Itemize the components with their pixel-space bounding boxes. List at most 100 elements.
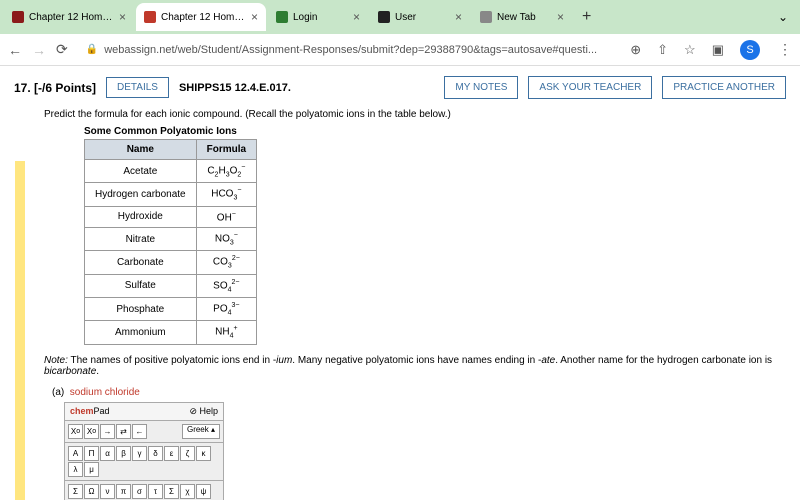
share-icon[interactable]: ⇧ xyxy=(657,42,668,58)
table-header-name: Name xyxy=(85,140,197,160)
table-title: Some Common Polyatomic Ions xyxy=(84,126,780,137)
ion-formula: SO42− xyxy=(196,274,256,297)
url-text: webassign.net/web/Student/Assignment-Res… xyxy=(104,44,597,56)
part-label: (a) sodium chloride xyxy=(52,387,780,398)
greek-palette: ΣΩνπστΣχψω xyxy=(65,481,223,500)
greek-char[interactable]: κ xyxy=(196,446,211,461)
forward-button[interactable]: → xyxy=(32,42,46,58)
tab-title: Login xyxy=(293,12,348,23)
chempad-tool[interactable]: ⇄ xyxy=(116,424,131,439)
tab-title: Chapter 12 Homewo xyxy=(161,12,246,23)
table-row: AmmoniumNH4+ xyxy=(85,321,257,344)
chempad-tool[interactable]: Xo xyxy=(84,424,99,439)
greek-char[interactable]: Σ xyxy=(164,484,179,499)
tab-close-icon[interactable]: × xyxy=(557,10,564,24)
practice-another-button[interactable]: PRACTICE ANOTHER xyxy=(662,76,786,99)
ion-formula: PO43− xyxy=(196,297,256,320)
tab-favicon xyxy=(276,11,288,23)
greek-char[interactable]: σ xyxy=(132,484,147,499)
question-highlight-bar xyxy=(15,161,25,500)
ion-name: Phosphate xyxy=(85,297,197,320)
table-row: PhosphatePO43− xyxy=(85,297,257,320)
search-icon[interactable]: ⊕ xyxy=(630,42,641,58)
table-row: AcetateC2H3O2− xyxy=(85,160,257,183)
tab-favicon xyxy=(480,11,492,23)
table-row: Hydrogen carbonateHCO3− xyxy=(85,183,257,206)
tab-close-icon[interactable]: × xyxy=(455,10,462,24)
tab-close-icon[interactable]: × xyxy=(119,10,126,24)
ion-name: Carbonate xyxy=(85,251,197,274)
chempad-tool[interactable]: ← xyxy=(132,424,147,439)
table-header-formula: Formula xyxy=(196,140,256,160)
reader-icon[interactable]: ▣ xyxy=(712,42,724,58)
greek-char[interactable]: ν xyxy=(100,484,115,499)
greek-char[interactable]: γ xyxy=(132,446,147,461)
reload-button[interactable]: ⟳ xyxy=(56,41,68,58)
tab-overflow-chevron[interactable]: ⌄ xyxy=(778,10,788,24)
ion-formula: NO3− xyxy=(196,227,256,250)
question-number: 17. [-/6 Points] xyxy=(14,81,96,95)
greek-char[interactable]: Σ xyxy=(68,484,83,499)
greek-char[interactable]: ζ xyxy=(180,446,195,461)
greek-char[interactable]: ε xyxy=(164,446,179,461)
greek-char[interactable]: μ xyxy=(84,462,99,477)
question-instruction: Predict the formula for each ionic compo… xyxy=(44,109,780,120)
ion-name: Ammonium xyxy=(85,321,197,344)
greek-char[interactable]: Ω xyxy=(84,484,99,499)
ion-name: Nitrate xyxy=(85,227,197,250)
new-tab-button[interactable]: + xyxy=(582,8,591,26)
ion-name: Hydroxide xyxy=(85,206,197,227)
my-notes-button[interactable]: MY NOTES xyxy=(444,76,518,99)
bookmark-icon[interactable]: ☆ xyxy=(684,42,696,58)
ion-name: Hydrogen carbonate xyxy=(85,183,197,206)
greek-char[interactable]: λ xyxy=(68,462,83,477)
greek-char[interactable]: τ xyxy=(148,484,163,499)
chempad-header: chemPad ⊘ Help xyxy=(65,403,223,421)
browser-toolbar: ← → ⟳ 🔒 webassign.net/web/Student/Assign… xyxy=(0,34,800,66)
greek-char[interactable]: α xyxy=(100,446,115,461)
question-note: Note: The names of positive polyatomic i… xyxy=(44,355,780,377)
tab-title: New Tab xyxy=(497,12,552,23)
table-row: CarbonateCO32− xyxy=(85,251,257,274)
chempad-help[interactable]: ⊘ Help xyxy=(189,406,218,417)
table-row: SulfateSO42− xyxy=(85,274,257,297)
tab-favicon xyxy=(144,11,156,23)
details-button[interactable]: DETAILS xyxy=(106,77,169,98)
menu-button[interactable]: ⋮ xyxy=(778,41,792,58)
greek-toggle[interactable]: Greek ▴ xyxy=(182,424,220,439)
tab-title: User xyxy=(395,12,450,23)
tab-close-icon[interactable]: × xyxy=(353,10,360,24)
greek-palette: ΑΠαβγδεζκ λμ xyxy=(65,443,223,481)
tab-favicon xyxy=(378,11,390,23)
browser-tab[interactable]: Login × xyxy=(268,3,368,31)
ion-formula: C2H3O2− xyxy=(196,160,256,183)
table-row: HydroxideOH− xyxy=(85,206,257,227)
browser-tab[interactable]: Chapter 12 Homewo× xyxy=(4,3,134,31)
greek-char[interactable]: δ xyxy=(148,446,163,461)
browser-tab[interactable]: Chapter 12 Homewo × xyxy=(136,3,266,31)
ion-formula: OH− xyxy=(196,206,256,227)
compound-name: sodium chloride xyxy=(70,387,140,398)
greek-char[interactable]: χ xyxy=(180,484,195,499)
chempad-tool[interactable]: Xo xyxy=(68,424,83,439)
chempad-tool[interactable]: → xyxy=(100,424,115,439)
greek-char[interactable]: Α xyxy=(68,446,83,461)
greek-char[interactable]: π xyxy=(116,484,131,499)
ion-name: Sulfate xyxy=(85,274,197,297)
ask-teacher-button[interactable]: ASK YOUR TEACHER xyxy=(528,76,652,99)
chempad-widget: chemPad ⊘ Help XoXo→⇄←Greek ▴ ΑΠαβγδεζκλ… xyxy=(64,402,224,500)
tab-close-icon[interactable]: × xyxy=(251,10,258,24)
table-row: NitrateNO3− xyxy=(85,227,257,250)
greek-char[interactable]: ψ xyxy=(196,484,211,499)
browser-tab[interactable]: New Tab × xyxy=(472,3,572,31)
greek-char[interactable]: Π xyxy=(84,446,99,461)
browser-tab[interactable]: User × xyxy=(370,3,470,31)
greek-char[interactable]: β xyxy=(116,446,131,461)
ion-formula: CO32− xyxy=(196,251,256,274)
polyatomic-ions-table: Name Formula AcetateC2H3O2−Hydrogen carb… xyxy=(84,139,257,345)
address-bar[interactable]: 🔒 webassign.net/web/Student/Assignment-R… xyxy=(78,44,615,56)
chempad-toolbar: XoXo→⇄←Greek ▴ xyxy=(65,421,223,443)
back-button[interactable]: ← xyxy=(8,42,22,58)
question-code: SHIPPS15 12.4.E.017. xyxy=(179,82,291,94)
profile-avatar[interactable]: S xyxy=(740,40,760,60)
